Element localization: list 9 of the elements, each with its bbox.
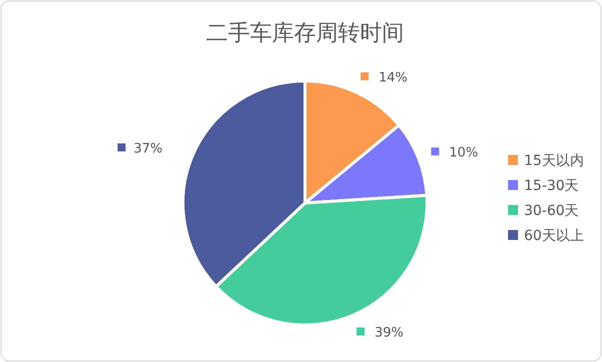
data-label: 37% — [134, 141, 163, 156]
data-label: 14% — [378, 70, 408, 86]
legend-label: 30-60天 — [524, 203, 579, 219]
legend-label: 60天以上 — [524, 228, 584, 244]
legend-label: 15天以内 — [524, 153, 584, 169]
legend-label: 15-30天 — [524, 178, 579, 194]
chart-title: 二手车库存周转时间 — [206, 21, 404, 46]
data-label: 10% — [449, 145, 478, 160]
data-label: 39% — [374, 325, 404, 340]
